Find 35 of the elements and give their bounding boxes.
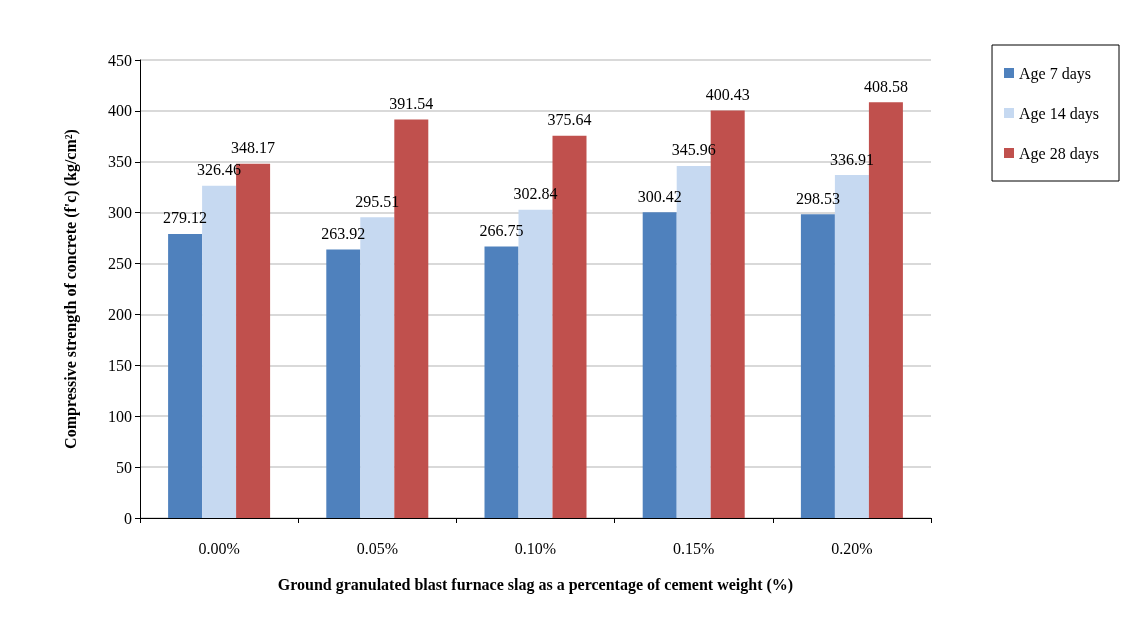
data-label: 266.75	[479, 222, 524, 240]
data-label: 300.42	[637, 187, 682, 205]
y-axis-title: Compressive strength of concrete (f'c) (kg/cm²)	[61, 129, 80, 449]
y-tick-label: 150	[108, 356, 132, 374]
data-label: 400.43	[705, 85, 750, 103]
x-tick-label: 0.15%	[673, 539, 715, 557]
x-tick-label: 0.00%	[198, 539, 240, 557]
data-label: 391.54	[389, 95, 434, 112]
x-tick-label: 0.05%	[356, 539, 398, 557]
x-tick-label: 0.20%	[831, 539, 873, 557]
x-axis-title: Ground granulated blast furnace slag as a percentage of cement weight (%)	[277, 575, 794, 594]
bar	[642, 212, 677, 518]
bar	[168, 233, 203, 518]
data-label: 348.17	[231, 139, 276, 157]
data-label: 408.58	[863, 77, 908, 95]
x-tick-label: 0.10%	[514, 539, 557, 557]
bar	[800, 214, 835, 518]
y-tick-label: 400	[108, 102, 132, 120]
data-label: 279.12	[163, 209, 208, 227]
legend-label: Age 14 days	[1019, 104, 1099, 123]
y-tick-label: 350	[108, 153, 132, 171]
legend-label: Age 28 days	[1019, 144, 1099, 163]
y-tick-label: 0	[124, 509, 132, 527]
data-label: 263.92	[321, 224, 366, 242]
y-tick-label: 250	[108, 255, 132, 273]
legend-label: Age 7 days	[1019, 64, 1091, 83]
y-tick-label: 100	[108, 407, 132, 425]
y-tick-label: 200	[108, 305, 132, 323]
y-tick-label: 50	[116, 458, 132, 476]
data-label: 375.64	[547, 111, 592, 129]
bar	[326, 249, 361, 518]
data-label: 298.53	[795, 189, 840, 207]
y-tick-label: 450	[108, 51, 132, 69]
bar	[484, 246, 519, 518]
y-tick-label: 300	[108, 204, 132, 222]
